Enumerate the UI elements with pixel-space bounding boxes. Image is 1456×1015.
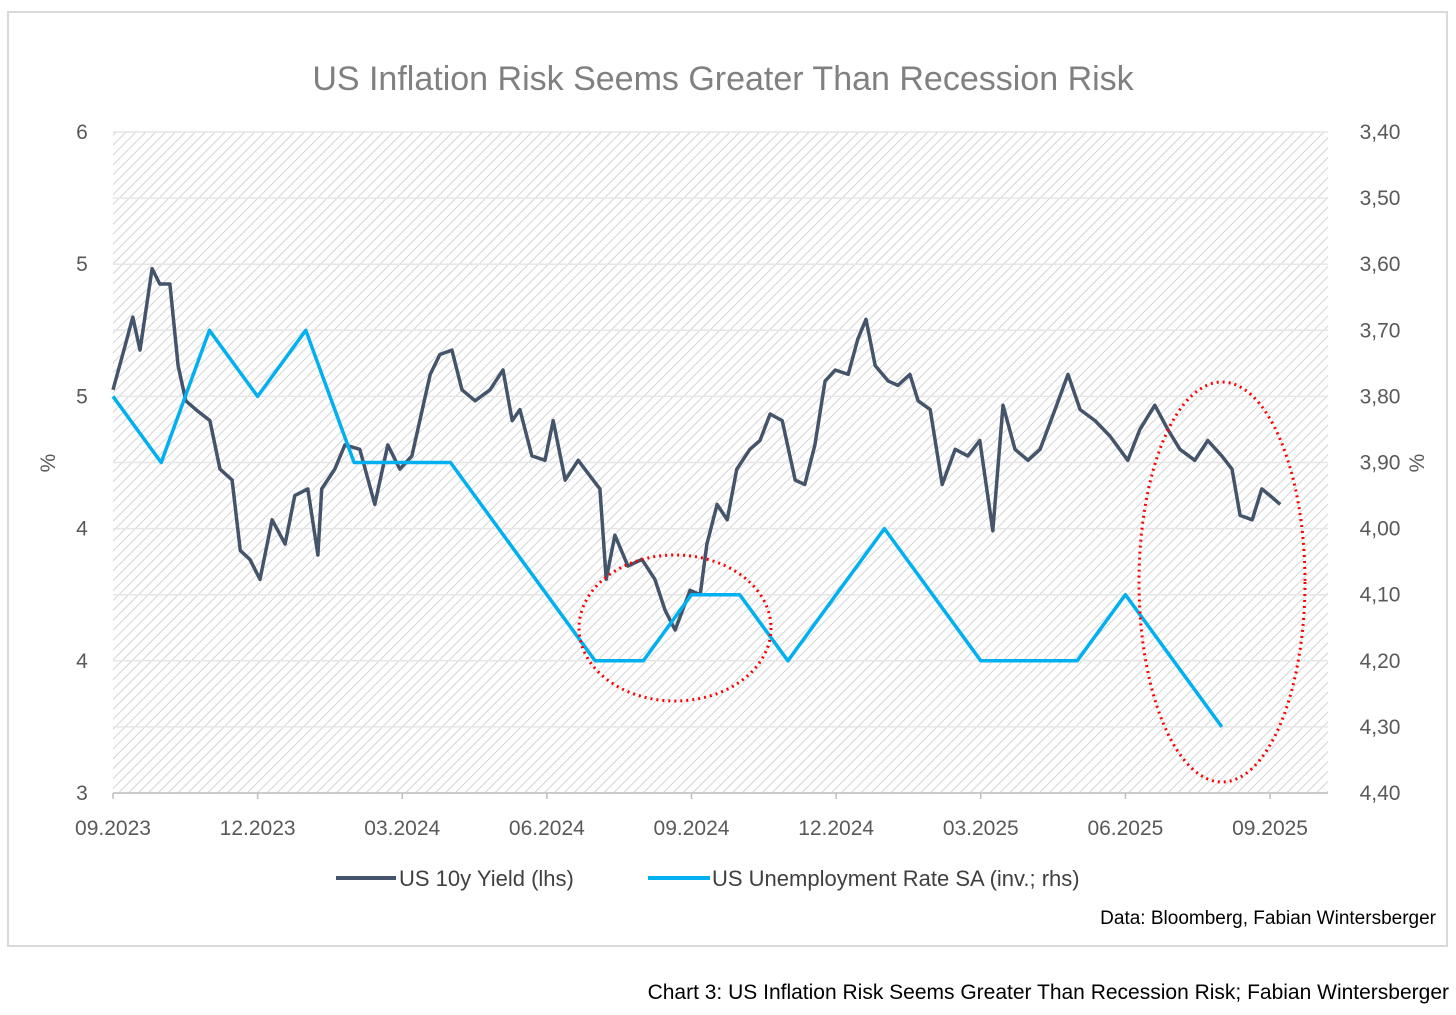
- left-tick-label: 6: [76, 121, 88, 144]
- left-tick-label: 5: [76, 253, 88, 276]
- right-tick-label: 4,00: [1360, 518, 1401, 541]
- x-tick-label: 09.2023: [75, 817, 151, 840]
- x-tick-label: 09.2024: [654, 817, 730, 840]
- annotation-ellipse-2025: [1137, 380, 1307, 784]
- right-tick-label: 4,20: [1360, 650, 1401, 673]
- x-tick-label: 06.2024: [509, 817, 585, 840]
- x-tick-label: 03.2025: [943, 817, 1019, 840]
- figure-caption: Chart 3: US Inflation Risk Seems Greater…: [648, 981, 1449, 1004]
- right-tick-label: 3,60: [1360, 253, 1401, 276]
- annotation-ellipse-2024: [577, 553, 773, 703]
- source-note: Data: Bloomberg, Fabian Wintersberger: [1100, 908, 1436, 929]
- series-line-us-10y-yield: [111, 266, 1282, 632]
- x-tick-label: 06.2025: [1087, 817, 1163, 840]
- x-tick-label: 12.2024: [798, 817, 874, 840]
- chart-title: US Inflation Risk Seems Greater Than Rec…: [312, 60, 1134, 98]
- left-tick-label: 3: [76, 782, 88, 805]
- left-axis-label: %: [37, 454, 60, 473]
- x-tick-label: 12.2023: [220, 817, 296, 840]
- right-axis-label: %: [1406, 454, 1429, 473]
- right-tick-label: 3,50: [1360, 187, 1401, 210]
- right-tick-label: 3,90: [1360, 452, 1401, 475]
- right-tick-label: 3,70: [1360, 319, 1401, 342]
- legend: US 10y Yield (lhs) US Unemployment Rate …: [336, 866, 1080, 891]
- right-tick-label: 4,10: [1360, 584, 1401, 607]
- x-tick-label: 03.2024: [364, 817, 440, 840]
- left-tick-label: 4: [76, 650, 88, 673]
- left-tick-label: 5: [76, 385, 88, 408]
- legend-label-yield: US 10y Yield (lhs): [399, 866, 574, 891]
- series-line-us-unemployment-rate: [111, 328, 1224, 728]
- right-tick-label: 3,40: [1360, 121, 1401, 144]
- right-tick-label: 3,80: [1360, 385, 1401, 408]
- x-tick-label: 09.2025: [1232, 817, 1308, 840]
- right-tick-label: 4,30: [1360, 716, 1401, 739]
- legend-label-unemployment: US Unemployment Rate SA (inv.; rhs): [712, 866, 1080, 891]
- left-tick-label: 4: [76, 518, 88, 541]
- right-tick-label: 4,40: [1360, 782, 1401, 805]
